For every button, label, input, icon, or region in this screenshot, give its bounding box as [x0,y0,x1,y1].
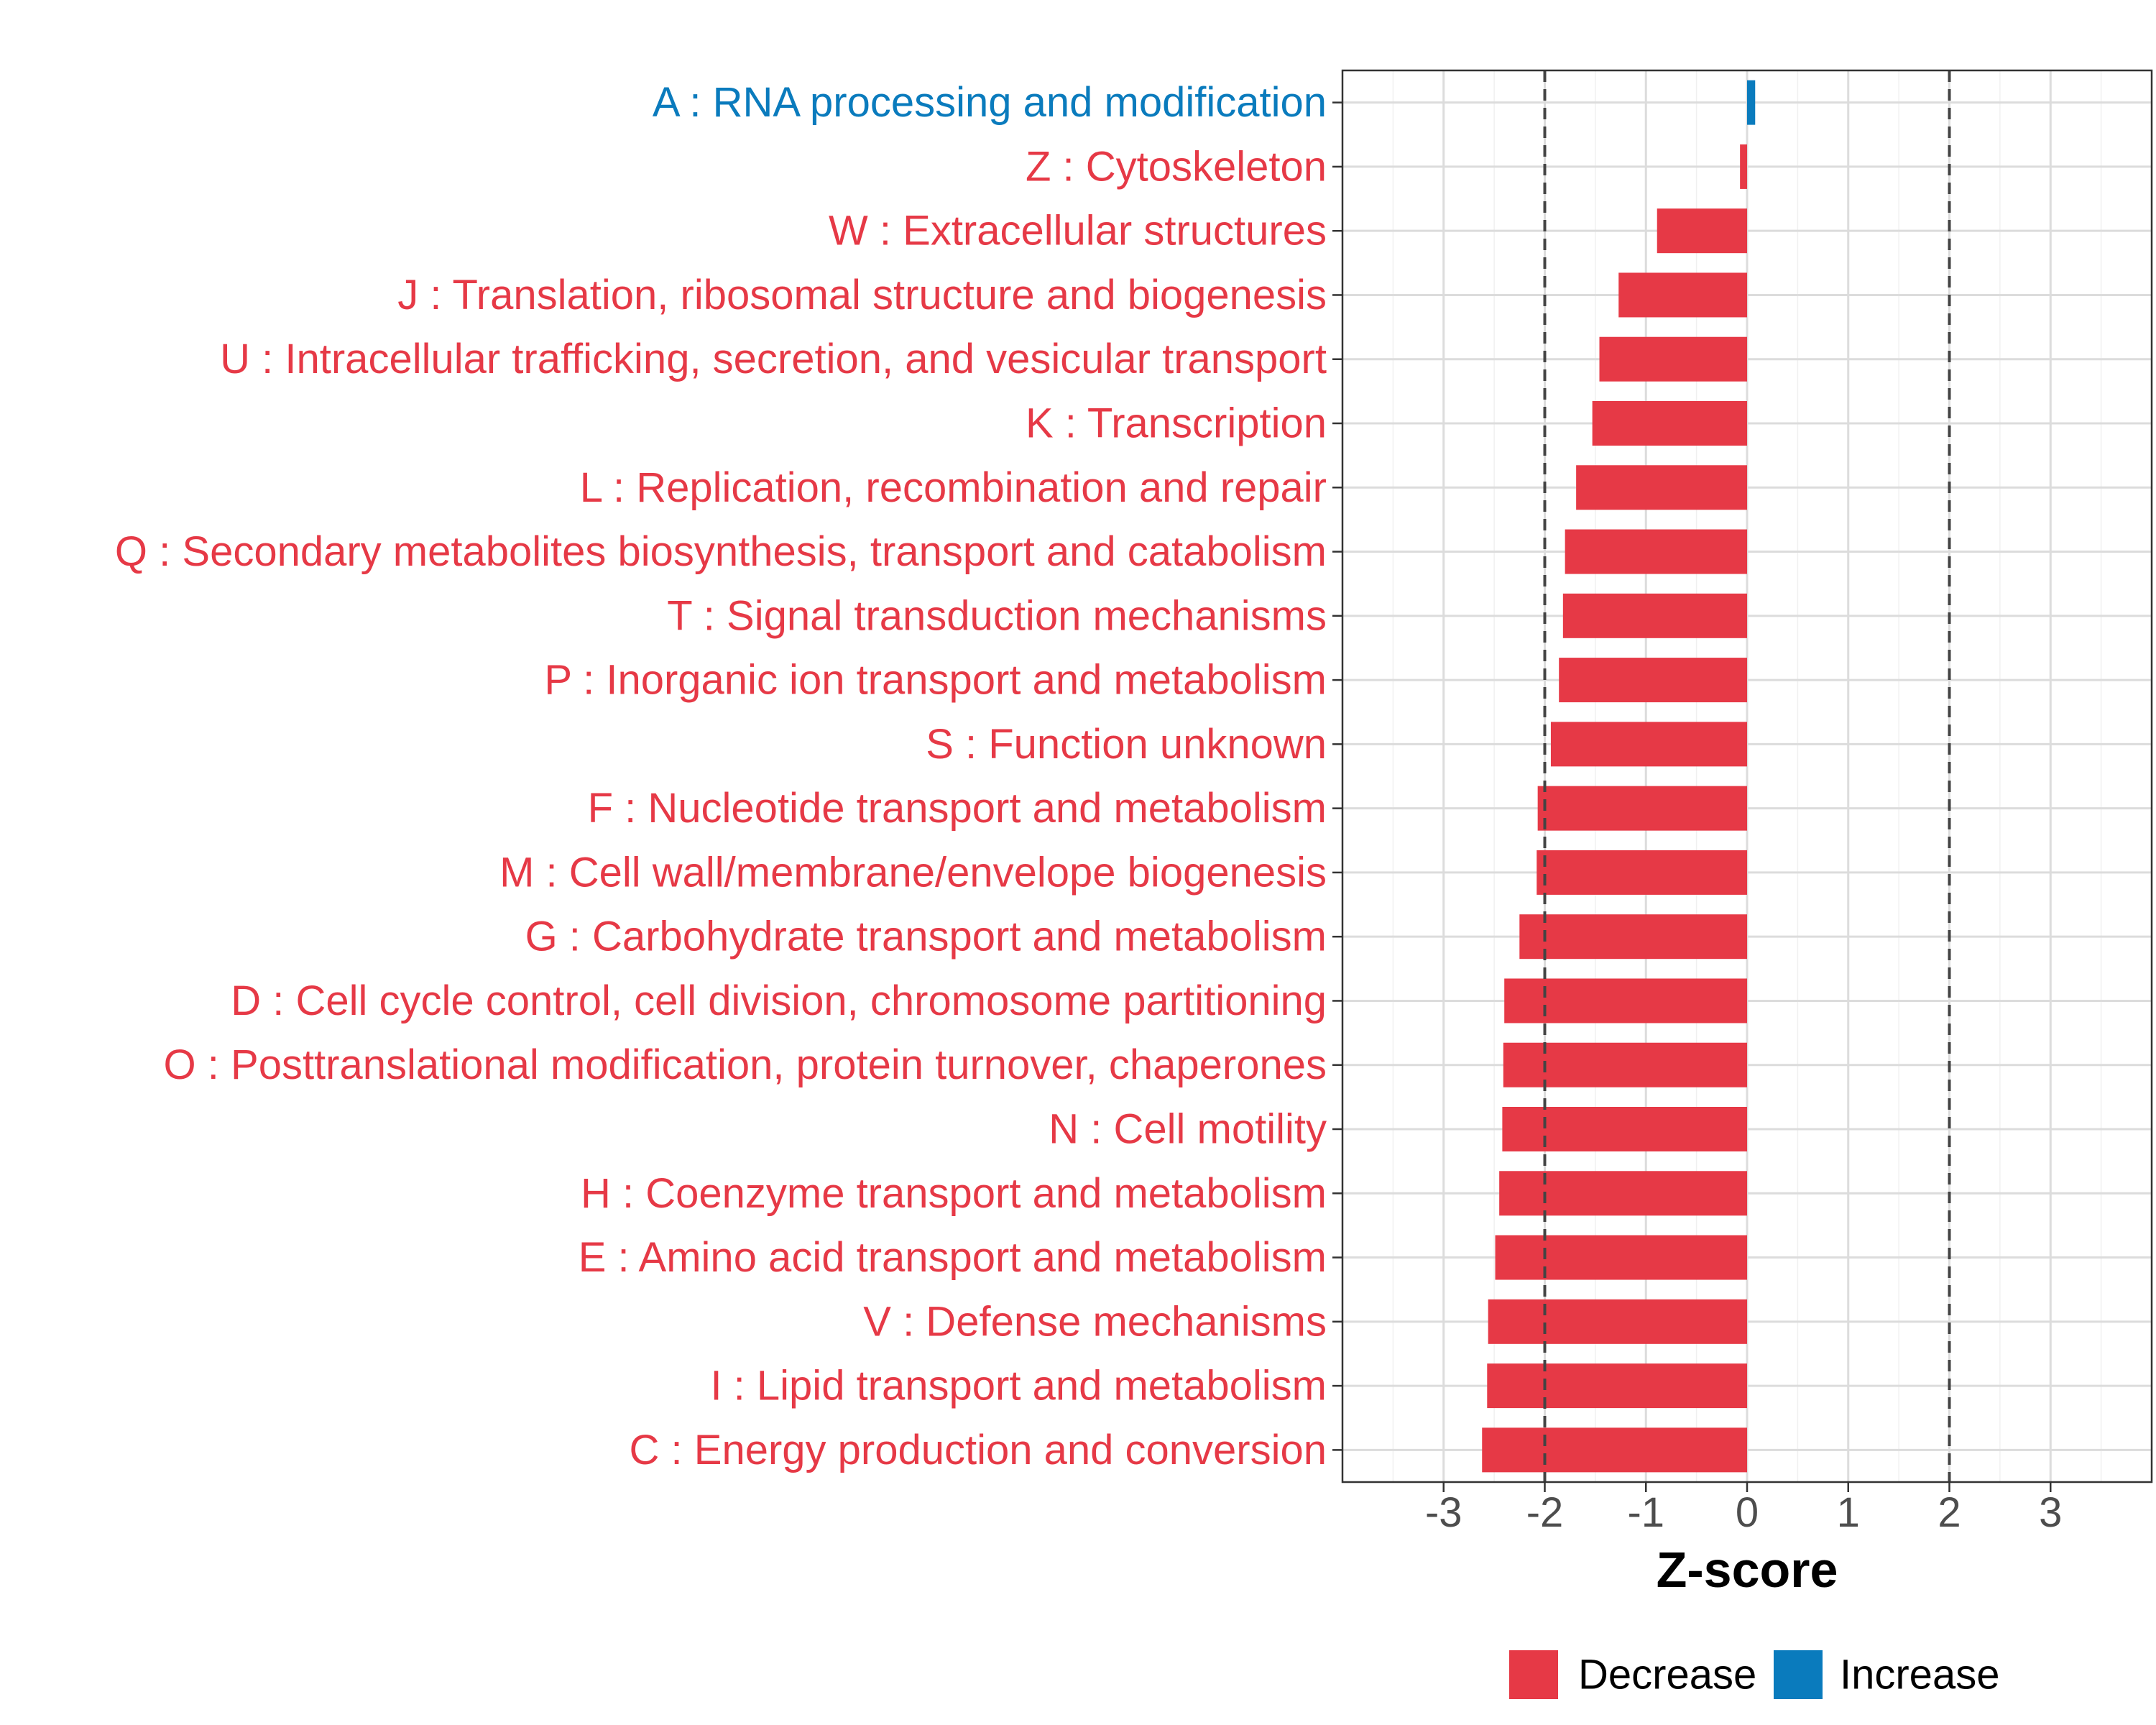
category-label: K : Transcription [1026,400,1327,447]
bar [1499,1171,1747,1216]
bar [1599,336,1747,382]
bar [1502,1107,1747,1151]
category-label: C : Energy production and conversion [630,1427,1327,1473]
category-label: F : Nucleotide transport and metabolism [588,785,1327,832]
category-label: N : Cell motility [1049,1106,1327,1153]
category-label: I : Lipid transport and metabolism [710,1363,1327,1409]
bar [1576,465,1747,510]
bar [1747,80,1756,125]
category-label: T : Signal transduction mechanisms [667,592,1327,639]
category-label: J : Translation, ribosomal structure and… [397,272,1327,318]
bar [1482,1427,1747,1473]
bar [1495,1235,1747,1280]
category-label: O : Posttranslational modification, prot… [164,1041,1327,1088]
category-label: W : Extracellular structures [829,208,1327,254]
legend-swatch [1509,1650,1558,1699]
category-label: U : Intracellular trafficking, secretion… [220,336,1327,382]
x-tick-label: 2 [1938,1489,1961,1536]
bar [1565,529,1747,574]
bar [1488,1299,1747,1344]
bar [1537,786,1747,831]
legend-label: Increase [1840,1652,1999,1698]
x-axis-ticks: -3 -2 -1 0 1 2 3 [1425,1482,2062,1536]
legend-swatch [1774,1650,1823,1699]
x-axis-title: Z-score [1657,1542,1838,1598]
bar [1487,1363,1747,1409]
bar [1519,914,1747,960]
bar [1537,850,1747,895]
bar [1559,658,1747,703]
y-axis-ticks [1332,101,1342,1451]
category-label: V : Defense mechanisms [863,1298,1327,1345]
x-tick-label: 0 [1736,1489,1759,1536]
category-label: G : Carbohydrate transport and metabolis… [525,914,1327,960]
threshold-lines-overlay [1543,70,1951,1482]
x-tick-label: 3 [2039,1489,2062,1536]
bar-layer [1482,80,1756,1473]
category-label: H : Coenzyme transport and metabolism [581,1170,1327,1217]
category-labels: A : RNA processing and modification Z : C… [115,79,1327,1473]
x-tick-label: -2 [1526,1489,1564,1536]
bar [1618,272,1747,318]
x-tick-label: -3 [1425,1489,1462,1536]
bar [1657,208,1747,254]
bar [1562,593,1747,638]
bar [1740,144,1747,189]
category-label: D : Cell cycle control, cell division, c… [231,978,1327,1024]
bar [1504,978,1747,1024]
category-label: A : RNA processing and modification [653,79,1327,126]
category-label: E : Amino acid transport and metabolism [579,1234,1327,1281]
legend-label: Decrease [1578,1652,1756,1698]
category-label: Z : Cytoskeleton [1026,143,1327,190]
legend: Decrease Increase [1509,1650,1999,1699]
category-label: Q : Secondary metabolites biosynthesis, … [115,528,1327,575]
category-label: P : Inorganic ion transport and metaboli… [544,657,1327,704]
bar [1550,722,1747,767]
x-tick-label: -1 [1627,1489,1664,1536]
bar [1592,401,1747,446]
category-label: S : Function unknown [926,721,1327,768]
bar [1503,1042,1747,1087]
category-label: L : Replication, recombination and repai… [580,464,1327,511]
category-label: M : Cell wall/membrane/envelope biogenes… [499,849,1327,896]
x-tick-label: 1 [1837,1489,1860,1536]
